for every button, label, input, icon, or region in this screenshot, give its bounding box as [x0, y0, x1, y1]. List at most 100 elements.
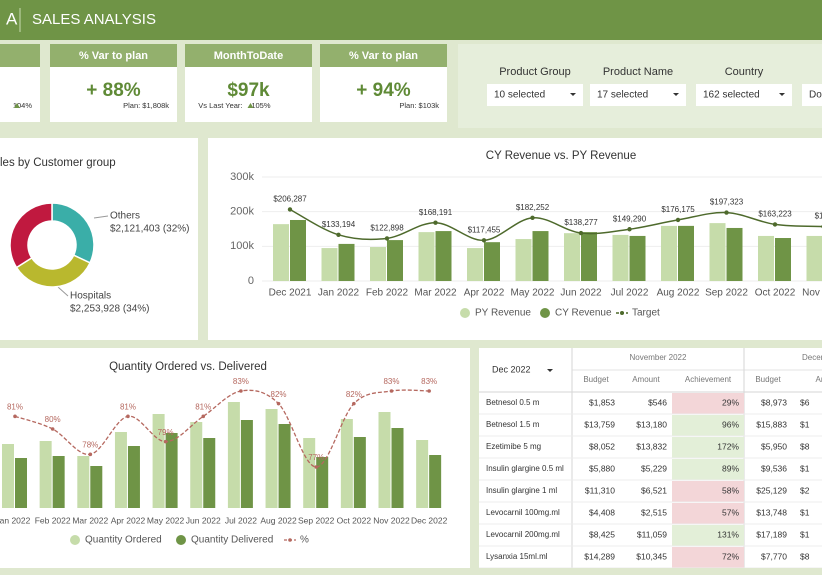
filter-label: Product Name	[603, 66, 673, 78]
cell: $13,832	[636, 441, 667, 451]
target-point	[287, 207, 293, 212]
logo: A	[6, 9, 18, 28]
cell: $4,408	[589, 507, 615, 517]
target-line	[289, 208, 822, 242]
filter-label: Product Group	[499, 66, 571, 78]
percent-point	[50, 427, 55, 431]
chart-title: les by Customer group	[0, 157, 116, 169]
column-header: Budget	[755, 375, 781, 384]
data-label: 82%	[346, 390, 362, 399]
x-tick-label: Feb 2022	[35, 515, 71, 525]
group-header: Decem	[802, 353, 822, 362]
cell: $25,129	[756, 485, 787, 495]
data-label: 78%	[82, 440, 98, 449]
bar	[265, 409, 278, 508]
legend-marker	[540, 308, 550, 318]
bar	[338, 243, 355, 281]
x-tick-label: Aug 2022	[657, 288, 700, 299]
cell: 57%	[722, 507, 739, 517]
achievement-cell	[672, 459, 744, 480]
data-label: $182,252	[516, 203, 550, 212]
x-tick-label: Dec 2022	[411, 515, 448, 525]
bar	[429, 455, 442, 508]
period-selector[interactable]: Dec 2022	[492, 364, 531, 374]
filter-dropdown[interactable]	[487, 84, 583, 106]
bar	[726, 227, 743, 281]
achievement-cell	[672, 525, 744, 546]
cell: $6	[800, 397, 810, 407]
cell: $13,748	[756, 507, 787, 517]
bar	[391, 428, 404, 508]
bar	[353, 437, 366, 508]
data-label: $197,323	[710, 198, 744, 207]
data-label: $133,194	[322, 220, 356, 229]
cell: $9,536	[761, 463, 787, 473]
donut-label: Hospitals	[70, 291, 111, 302]
cell: 89%	[722, 463, 739, 473]
bar	[515, 239, 532, 281]
column-header: Amount	[632, 375, 660, 384]
revenue-chart: CY Revenue vs. PY Revenue 0 100k 200k 300k De…	[230, 150, 822, 319]
bar	[15, 458, 27, 508]
target-point	[530, 215, 535, 221]
kpi-value: $97k	[227, 80, 270, 101]
cell: 72%	[722, 551, 739, 561]
kpi-value: + 94%	[356, 80, 411, 101]
bar	[581, 232, 597, 281]
bar	[278, 424, 291, 508]
bar	[203, 438, 216, 508]
legend-label: Quantity Delivered	[191, 535, 273, 546]
cell: $13,759	[584, 419, 615, 429]
bar	[378, 412, 391, 508]
data-label: 80%	[45, 415, 61, 424]
x-tick-label: an 2022	[0, 515, 31, 525]
cell: $1	[800, 463, 810, 473]
y-tick-label: 200k	[230, 206, 254, 218]
legend-marker	[460, 308, 470, 318]
bar	[564, 233, 580, 281]
legend-label: Quantity Ordered	[85, 535, 162, 546]
legend-marker	[70, 535, 80, 545]
filter-dropdown[interactable]	[802, 84, 822, 106]
cell: $546	[648, 397, 667, 407]
chart-title: Quantity Ordered vs. Delivered	[109, 361, 267, 373]
kpi-title: MonthToDate	[214, 50, 283, 62]
filter-value: Do	[809, 90, 822, 101]
bar	[39, 441, 52, 508]
bar	[290, 219, 306, 281]
bar	[321, 248, 338, 281]
x-tick-label: Oct 2022	[755, 288, 796, 299]
cell: $2	[800, 485, 810, 495]
cell: $15,883	[756, 419, 787, 429]
bar	[418, 232, 435, 281]
row-name: Lysanxia 15ml.ml	[486, 552, 548, 561]
cell: $1	[800, 419, 810, 429]
row-name: Levocarnil 200mg.ml	[486, 530, 560, 539]
cell: 29%	[722, 397, 739, 407]
bar	[90, 466, 103, 508]
legend-marker	[288, 538, 292, 542]
cell: $8	[800, 551, 810, 561]
cell: $8,973	[761, 397, 787, 407]
y-tick-label: 0	[248, 275, 254, 287]
row-name: Betnesol 0.5 m	[486, 398, 540, 407]
kpi-note: 105%	[251, 101, 271, 110]
x-tick-label: Dec 2021	[269, 288, 312, 299]
data-label: $176,175	[661, 205, 695, 214]
legend-label: %	[300, 535, 309, 546]
kpi-title-bar	[185, 44, 312, 67]
filter-dropdown[interactable]	[696, 84, 792, 106]
dropdown-arrow	[570, 93, 576, 96]
column-header: Achievement	[685, 375, 732, 384]
percent-point	[201, 414, 206, 419]
y-tick-label: 100k	[230, 240, 254, 252]
filter-value: 17 selected	[597, 90, 648, 101]
cell: $7,770	[761, 551, 787, 561]
cell: $11,310	[585, 485, 615, 495]
cell: $1,853	[589, 397, 615, 407]
cell: $5,229	[641, 463, 667, 473]
data-label: 83%	[383, 377, 399, 386]
filter-dropdown[interactable]	[590, 84, 686, 106]
cell: $8,425	[589, 529, 615, 539]
